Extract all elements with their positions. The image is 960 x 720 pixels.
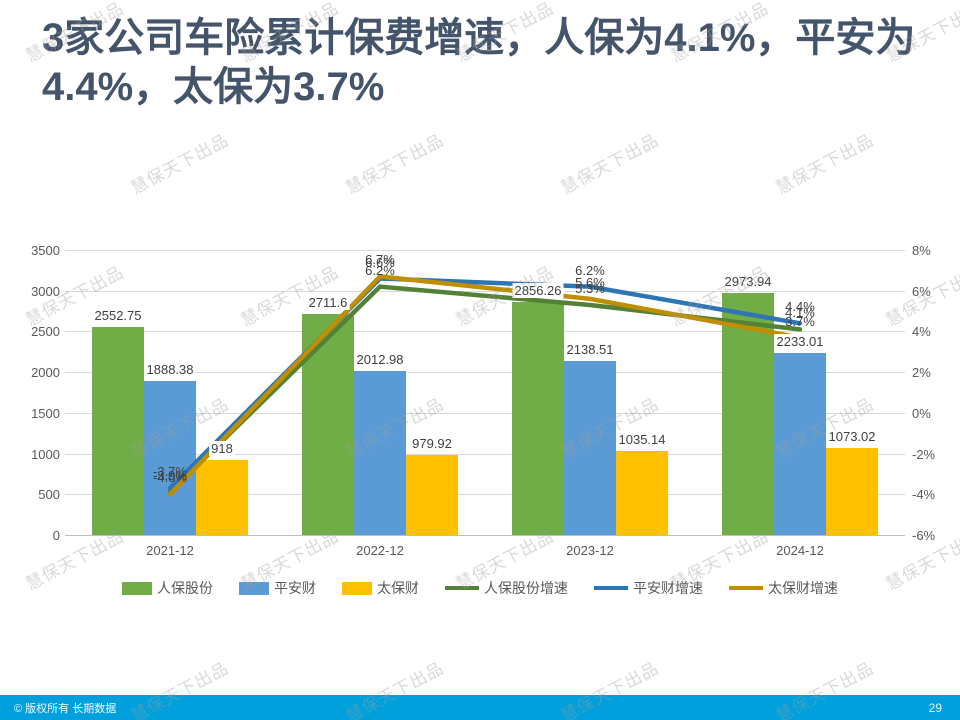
legend-item-人保股份增速: 人保股份增速 [445, 578, 568, 598]
gridline [65, 250, 905, 251]
bar-人保股份 [722, 292, 774, 535]
bar-value-label: 918 [209, 441, 235, 457]
copyright-text: © 版权所有 长期数据 [14, 702, 117, 715]
y-axis-left-tick: 3000 [31, 283, 60, 299]
y-axis-left-tick: 3500 [31, 243, 60, 258]
footer-bar: © 版权所有 长期数据 29 [0, 695, 960, 720]
y-axis-right-tick: -2% [912, 446, 936, 462]
line-太保财增速 [167, 274, 803, 497]
growth-value-label: 6.6% [365, 254, 395, 270]
bar-value-label: 2012.98 [354, 352, 406, 368]
legend-item-平安财: 平安财 [239, 578, 316, 598]
growth-value-label: 6.7% [365, 252, 395, 268]
x-axis-label: 2023-12 [566, 543, 614, 558]
bar-太保财 [406, 455, 458, 535]
legend-line-swatch [729, 586, 763, 590]
legend-item-太保财增速: 太保财增速 [729, 578, 838, 598]
bar-平安财 [144, 381, 196, 535]
bar-平安财 [354, 371, 406, 535]
chart-legend: 人保股份 平安财 太保财 人保股份增速 平安财增速 太保财增速 [0, 578, 960, 598]
bar-太保财 [196, 460, 248, 535]
y-axis-right-tick: 8% [912, 243, 931, 258]
bar-value-label: 2711.6 [306, 295, 350, 311]
growth-value-label: 5.6% [575, 274, 605, 290]
slide-title: 3家公司车险累计保费增速，人保为4.1%，平安为4.4%，太保为3.7% [42, 16, 916, 109]
bar-value-label: 1073.02 [826, 428, 878, 444]
y-axis-left-tick: 0 [52, 528, 60, 543]
bar-人保股份 [92, 327, 144, 535]
y-axis-right-tick: 6% [912, 283, 931, 299]
y-axis-right-tick: 4% [912, 324, 931, 340]
bar-value-label: 1888.38 [144, 362, 196, 378]
line-人保股份增速 [167, 284, 803, 495]
line-平安财增速 [167, 276, 803, 491]
y-axis-left-tick: 1000 [31, 446, 60, 462]
bar-value-label: 979.92 [410, 436, 454, 452]
bar-太保财 [616, 450, 668, 535]
growth-value-label: 6.2% [365, 262, 395, 278]
legend-item-人保股份: 人保股份 [122, 578, 213, 598]
bar-value-label: 2856.26 [512, 283, 564, 299]
legend-line-swatch [594, 586, 628, 590]
legend-label: 人保股份增速 [484, 580, 568, 596]
legend-bar-swatch [342, 581, 372, 595]
bar-平安财 [564, 360, 616, 535]
legend-line-swatch [445, 586, 479, 590]
legend-label: 人保股份 [157, 580, 213, 596]
y-axis-right-tick: -6% [912, 528, 936, 543]
x-axis-label: 2022-12 [356, 543, 404, 558]
gridline [65, 331, 905, 333]
bar-平安财 [774, 353, 826, 535]
y-axis-left-tick: 2000 [31, 365, 60, 381]
bar-人保股份 [302, 314, 354, 535]
legend-label: 太保财 [377, 580, 419, 596]
x-axis-label: 2024-12 [776, 543, 824, 558]
growth-value-label: 6.2% [575, 262, 605, 278]
gridline [65, 290, 905, 292]
bar-value-label: 2973.94 [722, 273, 774, 289]
legend-bar-swatch [122, 581, 152, 595]
bar-value-label: 2233.01 [774, 334, 826, 350]
y-axis-left-tick: 2500 [31, 324, 60, 340]
gridline [65, 535, 905, 536]
growth-value-label: 4.4% [785, 299, 815, 315]
legend-bar-swatch [239, 581, 269, 595]
page-number: 29 [928, 700, 942, 715]
bar-人保股份 [512, 302, 564, 535]
legend-label: 平安财增速 [633, 580, 703, 596]
bar-value-label: 1035.14 [616, 431, 668, 447]
bar-太保财 [826, 447, 878, 535]
x-axis-label: 2021-12 [146, 543, 194, 558]
bar-value-label: 2138.51 [564, 341, 616, 357]
y-axis-right-tick: 0% [912, 405, 931, 421]
y-axis-right-tick: 2% [912, 365, 931, 381]
growth-value-label: 3.7% [785, 313, 815, 329]
growth-value-label: -4.0% [153, 470, 187, 486]
y-axis-left-tick: 1500 [31, 405, 60, 421]
bar-value-label: 2552.75 [92, 308, 144, 324]
legend-item-平安财增速: 平安财增速 [594, 578, 703, 598]
y-axis-left-tick: 500 [38, 487, 60, 503]
legend-label: 太保财增速 [768, 580, 838, 596]
y-axis-right-tick: -4% [912, 487, 936, 503]
legend-label: 平安财 [274, 580, 316, 596]
legend-item-太保财: 太保财 [342, 578, 419, 598]
